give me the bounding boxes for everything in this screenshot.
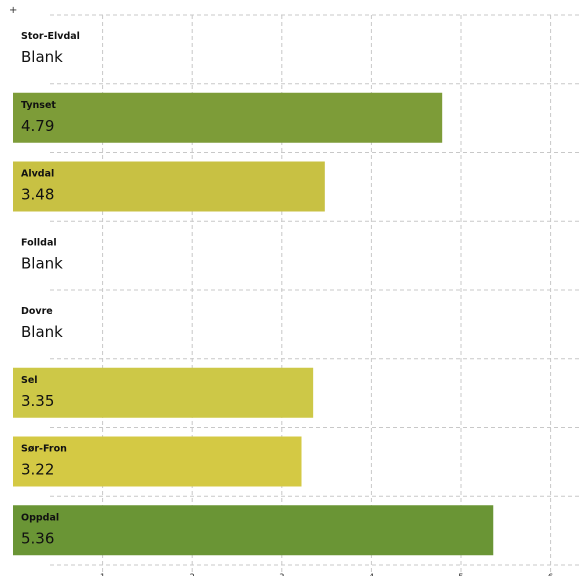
category-label: Dovre (21, 306, 53, 317)
category-label: Stor-Elvdal (21, 31, 80, 42)
value-label: Blank (21, 48, 63, 66)
bar-sel (13, 367, 314, 418)
bar-tynset (13, 92, 443, 143)
value-label: Blank (21, 323, 63, 341)
bar-alvdal (13, 161, 325, 212)
category-label: Sel (21, 375, 38, 386)
value-label: 4.79 (21, 117, 54, 135)
value-label: Blank (21, 254, 63, 272)
value-label: 5.36 (21, 529, 54, 547)
value-label: 3.35 (21, 392, 54, 410)
category-label: Oppdal (21, 512, 59, 523)
bar-labels: Stor-Elvdal Blank Tynset 4.79 Alvdal 3.48 Foll… (21, 31, 80, 547)
bar-oppdal (13, 505, 494, 556)
category-label: Tynset (21, 100, 56, 111)
x-tick-label: 3 (279, 573, 284, 576)
x-tick-label: 6 (548, 573, 553, 576)
x-tick-label: 4 (369, 573, 374, 576)
value-label: 3.48 (21, 186, 54, 204)
corner-mark: + (9, 5, 18, 16)
x-axis-ticks: 1 2 3 4 5 6 (100, 573, 553, 576)
bars (13, 92, 494, 556)
x-tick-label: 5 (458, 573, 463, 576)
value-label: 3.22 (21, 461, 54, 479)
x-tick-label: 2 (189, 573, 194, 576)
category-label: Folldal (21, 237, 57, 248)
x-tick-label: 1 (100, 573, 105, 576)
bar-s-r-fron (13, 436, 302, 487)
category-label: Sør-Fron (21, 444, 67, 455)
category-label: Alvdal (21, 169, 54, 180)
